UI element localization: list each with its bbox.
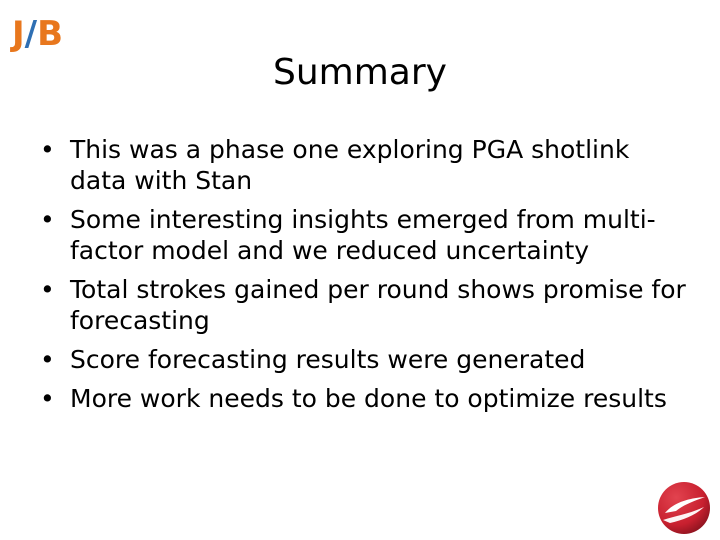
bullet-item: • More work needs to be done to optimize… (36, 383, 686, 414)
bullet-dot-icon: • (40, 205, 55, 234)
jb-logo: J/B (12, 14, 63, 54)
bullet-item: • Total strokes gained per round shows p… (36, 274, 686, 336)
bullet-text: Total strokes gained per round shows pro… (70, 275, 686, 335)
logo-slash: / (24, 14, 37, 54)
logo-letter-j: J (12, 14, 25, 54)
bullet-dot-icon: • (40, 275, 55, 304)
slide-title: Summary (273, 52, 447, 93)
bullet-item: • Some interesting insights emerged from… (36, 204, 686, 266)
bullet-item: • Score forecasting results were generat… (36, 344, 686, 375)
bullet-dot-icon: • (40, 135, 55, 164)
red-swoosh-logo-icon (658, 482, 710, 534)
bullet-list: • This was a phase one exploring PGA sho… (36, 134, 686, 422)
bullet-text: This was a phase one exploring PGA shotl… (70, 135, 630, 195)
bullet-item: • This was a phase one exploring PGA sho… (36, 134, 686, 196)
bullet-dot-icon: • (40, 384, 55, 413)
bullet-text: More work needs to be done to optimize r… (70, 384, 667, 413)
bullet-text: Some interesting insights emerged from m… (70, 205, 656, 265)
bullet-text: Score forecasting results were generated (70, 345, 586, 374)
logo-letter-b: B (37, 14, 63, 54)
bullet-dot-icon: • (40, 345, 55, 374)
